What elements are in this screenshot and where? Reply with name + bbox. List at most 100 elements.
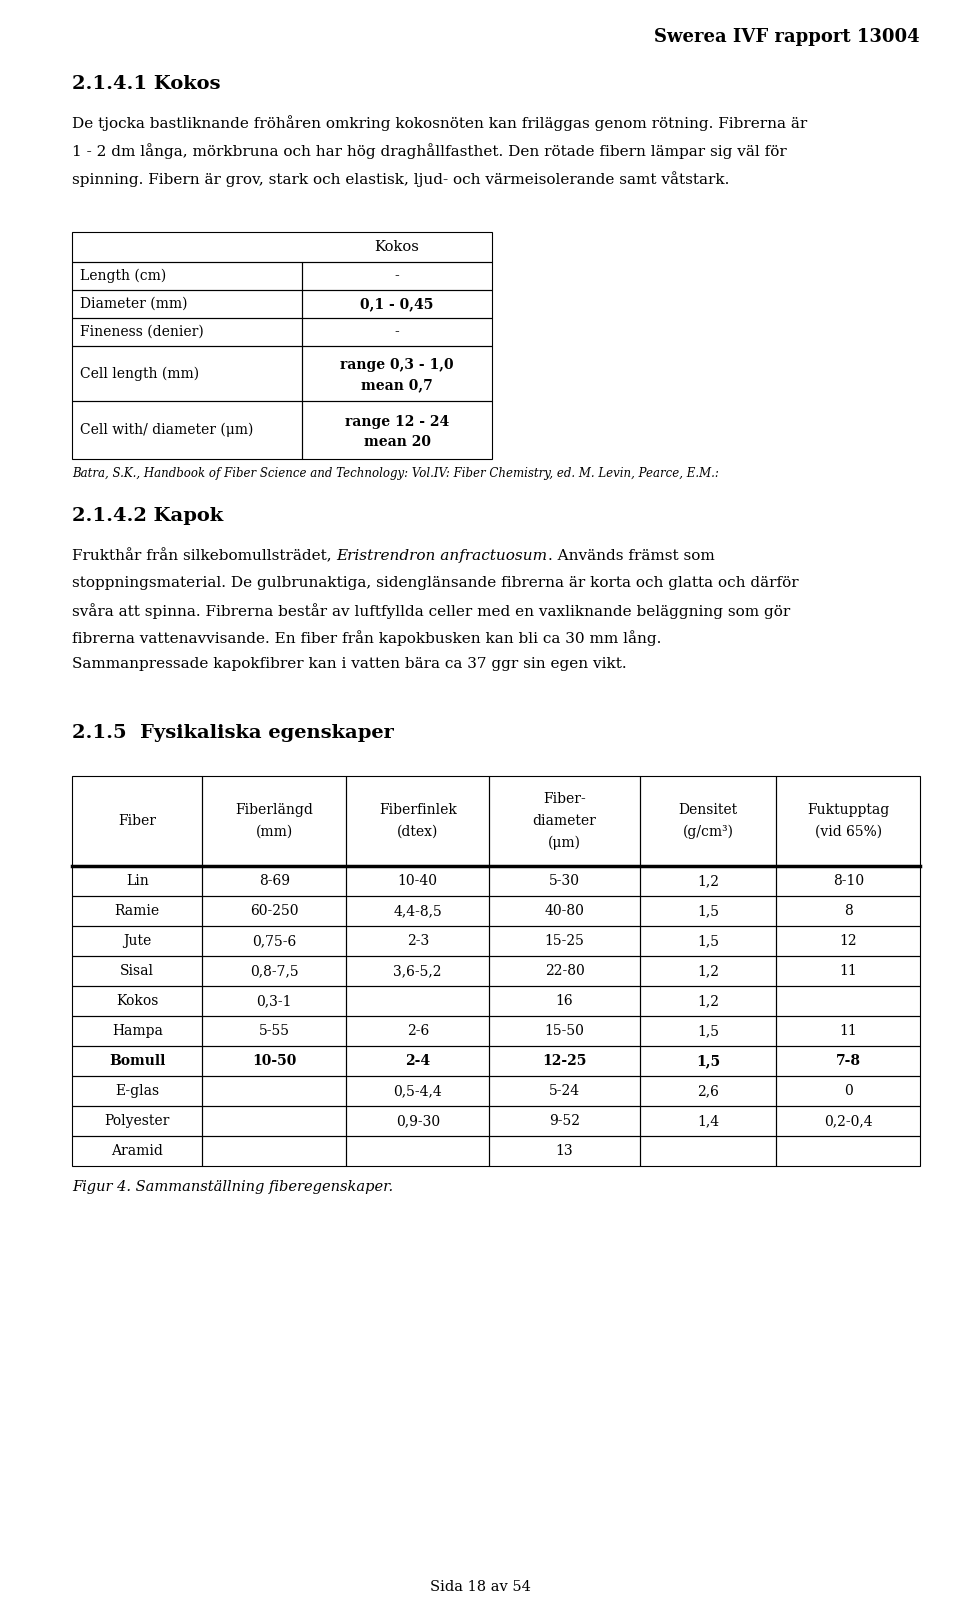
Text: Kokos: Kokos (116, 994, 158, 1007)
Bar (346, 1135, 490, 1166)
Text: 22-80: 22-80 (544, 963, 585, 978)
Text: (vid 65%): (vid 65%) (815, 826, 882, 839)
Text: Fiber: Fiber (118, 814, 156, 827)
Text: -: - (395, 269, 399, 282)
Bar (346, 1075, 490, 1106)
Text: Cell length (mm): Cell length (mm) (80, 367, 199, 381)
Text: 15-25: 15-25 (544, 934, 585, 947)
Bar (639, 866, 777, 895)
Text: 2,6: 2,6 (697, 1083, 719, 1098)
Bar (777, 1075, 920, 1106)
Bar (302, 263, 492, 290)
Text: Sisal: Sisal (120, 963, 155, 978)
Bar (72, 401, 302, 459)
Bar (72, 986, 203, 1015)
Text: (μm): (μm) (548, 835, 581, 850)
Bar (639, 1106, 777, 1135)
Text: Figur 4. Sammanställning fiberegenskaper.: Figur 4. Sammanställning fiberegenskaper… (72, 1179, 394, 1194)
Bar (639, 955, 777, 986)
Bar (639, 775, 777, 866)
Bar (490, 775, 639, 866)
Text: 2-4: 2-4 (405, 1054, 430, 1067)
Bar (346, 1106, 490, 1135)
Bar (490, 1106, 639, 1135)
Text: 1,5: 1,5 (697, 934, 719, 947)
Text: 11: 11 (839, 1023, 857, 1038)
Text: Fuktupptag: Fuktupptag (807, 803, 889, 817)
Text: 3,6-5,2: 3,6-5,2 (394, 963, 442, 978)
Text: 0: 0 (844, 1083, 852, 1098)
Bar (302, 318, 492, 345)
Text: Fiberfinlek: Fiberfinlek (379, 803, 457, 817)
Text: 1,2: 1,2 (697, 994, 719, 1007)
Text: 13: 13 (556, 1144, 573, 1158)
Text: Batra, S.K., Handbook of Fiber Science and Technology: Vol.IV: Fiber Chemistry, : Batra, S.K., Handbook of Fiber Science a… (72, 467, 719, 480)
Bar (777, 1015, 920, 1046)
Bar (203, 1015, 346, 1046)
Bar (777, 1106, 920, 1135)
Bar (203, 1046, 346, 1075)
Text: stoppningsmaterial. De gulbrunaktiga, sidenglänsande fibrerna är korta och glatt: stoppningsmaterial. De gulbrunaktiga, si… (72, 576, 799, 590)
Bar (777, 926, 920, 955)
Text: 2.1.4.2 Kapok: 2.1.4.2 Kapok (72, 508, 223, 526)
Bar (72, 1106, 203, 1135)
Bar (777, 955, 920, 986)
Text: 9-52: 9-52 (549, 1114, 580, 1127)
Text: 5-24: 5-24 (549, 1083, 580, 1098)
Text: 40-80: 40-80 (544, 903, 585, 918)
Text: Swerea IVF rapport 13004: Swerea IVF rapport 13004 (655, 28, 920, 45)
Text: E-glas: E-glas (115, 1083, 159, 1098)
Bar (346, 955, 490, 986)
Bar (490, 955, 639, 986)
Bar (490, 1135, 639, 1166)
Bar (203, 866, 346, 895)
Bar (72, 263, 302, 290)
Text: Cell with/ diameter (μm): Cell with/ diameter (μm) (80, 423, 253, 438)
Bar (639, 926, 777, 955)
Bar (639, 1135, 777, 1166)
Bar (72, 895, 203, 926)
Text: Diameter (mm): Diameter (mm) (80, 297, 187, 311)
Text: 0,2-0,4: 0,2-0,4 (824, 1114, 873, 1127)
Bar (777, 1046, 920, 1075)
Bar (490, 895, 639, 926)
Text: 8-69: 8-69 (258, 874, 290, 887)
Text: 2-6: 2-6 (407, 1023, 429, 1038)
Bar (203, 775, 346, 866)
Bar (203, 926, 346, 955)
Bar (302, 401, 492, 459)
Text: 11: 11 (839, 963, 857, 978)
Text: 4,4-8,5: 4,4-8,5 (394, 903, 443, 918)
Bar (72, 926, 203, 955)
Bar (72, 1135, 203, 1166)
Bar (203, 895, 346, 926)
Text: mean 20: mean 20 (364, 435, 430, 449)
Bar (639, 1075, 777, 1106)
Bar (346, 926, 490, 955)
Text: range 12 - 24: range 12 - 24 (345, 415, 449, 428)
Text: (dtex): (dtex) (397, 826, 439, 839)
Text: Fiber-: Fiber- (543, 792, 586, 806)
Bar (490, 1015, 639, 1046)
Bar (490, 1075, 639, 1106)
Text: Fineness (denier): Fineness (denier) (80, 324, 204, 339)
Bar (72, 955, 203, 986)
Bar (490, 866, 639, 895)
Text: 2.1.5  Fysikaliska egenskaper: 2.1.5 Fysikaliska egenskaper (72, 723, 394, 741)
Text: 1,5: 1,5 (697, 1023, 719, 1038)
Bar (302, 345, 492, 401)
Bar (490, 986, 639, 1015)
Text: Length (cm): Length (cm) (80, 269, 166, 284)
Text: Kokos: Kokos (374, 240, 420, 255)
Text: 0,5-4,4: 0,5-4,4 (394, 1083, 443, 1098)
Bar (490, 926, 639, 955)
Bar (72, 290, 302, 318)
Text: 0,1 - 0,45: 0,1 - 0,45 (360, 297, 434, 311)
Text: (g/cm³): (g/cm³) (683, 826, 733, 839)
Text: 16: 16 (556, 994, 573, 1007)
Bar (346, 895, 490, 926)
Bar (346, 1015, 490, 1046)
Bar (639, 986, 777, 1015)
Text: Fiberlängd: Fiberlängd (235, 803, 313, 817)
Text: Densitet: Densitet (679, 803, 737, 817)
